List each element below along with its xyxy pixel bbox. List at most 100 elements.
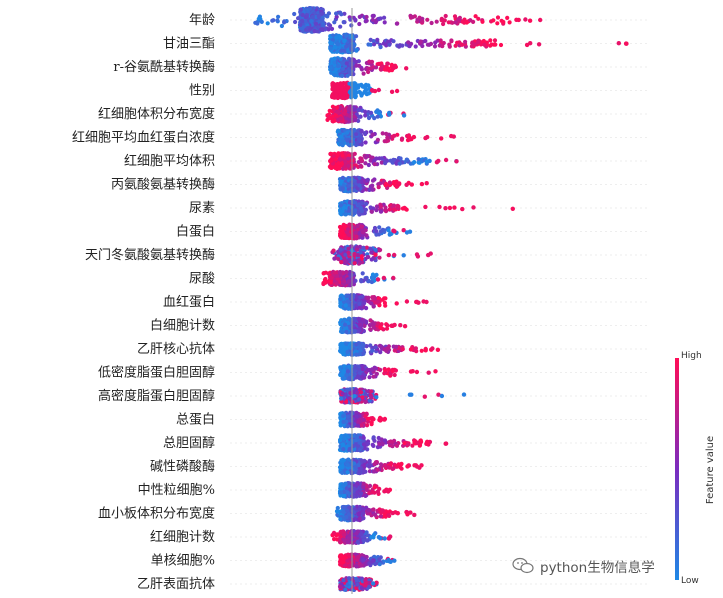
shap-point bbox=[347, 446, 352, 452]
shap-point bbox=[363, 207, 368, 212]
feature-label: 单核细胞% bbox=[151, 554, 215, 569]
shap-point bbox=[383, 161, 388, 166]
shap-point bbox=[313, 21, 319, 26]
shap-point bbox=[356, 419, 361, 424]
shap-point bbox=[369, 209, 374, 214]
shap-point bbox=[360, 366, 365, 371]
shap-point bbox=[365, 423, 370, 428]
shap-point bbox=[436, 158, 441, 164]
shap-point bbox=[345, 299, 350, 304]
shap-point bbox=[370, 272, 376, 277]
feature-label: 性别 bbox=[189, 84, 215, 99]
shap-point bbox=[338, 34, 343, 40]
shap-point bbox=[319, 27, 324, 32]
shap-point bbox=[439, 393, 445, 399]
shap-point bbox=[437, 204, 442, 210]
shap-point bbox=[345, 183, 351, 189]
shap-point bbox=[361, 319, 366, 324]
shap-point bbox=[450, 20, 455, 25]
shap-point bbox=[410, 15, 415, 20]
shap-point bbox=[392, 372, 397, 378]
shap-point bbox=[357, 397, 362, 402]
shap-point bbox=[356, 137, 361, 142]
shap-point bbox=[449, 38, 454, 43]
shap-point bbox=[344, 329, 349, 334]
shap-point bbox=[341, 413, 346, 419]
shap-point bbox=[307, 27, 312, 32]
shap-point bbox=[340, 391, 345, 396]
shap-point bbox=[341, 368, 346, 373]
shap-point bbox=[344, 95, 349, 100]
shap-point bbox=[361, 71, 366, 76]
shap-point bbox=[354, 48, 359, 53]
shap-point bbox=[398, 323, 403, 328]
shap-point bbox=[333, 92, 339, 97]
shap-point bbox=[524, 42, 530, 48]
shap-point bbox=[342, 317, 347, 322]
shap-point bbox=[359, 156, 364, 161]
shap-point bbox=[353, 230, 358, 235]
shap-point bbox=[375, 114, 380, 119]
shap-point bbox=[339, 85, 344, 90]
shap-point bbox=[408, 369, 414, 374]
shap-point bbox=[346, 227, 351, 232]
shap-point bbox=[341, 279, 347, 284]
shap-point bbox=[372, 438, 377, 443]
shap-point bbox=[282, 20, 287, 25]
shap-point bbox=[406, 134, 411, 139]
shap-point bbox=[363, 399, 368, 405]
shap-point bbox=[335, 273, 340, 278]
shap-point bbox=[387, 180, 392, 185]
shap-point bbox=[334, 11, 339, 16]
shap-point bbox=[414, 299, 420, 305]
shap-point bbox=[330, 81, 335, 86]
shap-point bbox=[343, 303, 348, 308]
shap-point bbox=[470, 41, 475, 46]
shap-point bbox=[375, 137, 380, 142]
shap-point bbox=[332, 107, 337, 112]
shap-point bbox=[341, 20, 346, 25]
shap-point bbox=[365, 441, 371, 446]
feature-label: 红细胞平均体积 bbox=[124, 153, 215, 169]
shap-point bbox=[332, 73, 337, 78]
shap-point bbox=[361, 245, 366, 250]
shap-point bbox=[416, 157, 421, 162]
shap-point bbox=[334, 105, 340, 110]
shap-point bbox=[355, 186, 360, 191]
shap-point bbox=[456, 17, 461, 22]
shap-point bbox=[352, 86, 357, 91]
shap-point bbox=[398, 156, 403, 161]
shap-point bbox=[397, 44, 402, 49]
shap-point bbox=[343, 212, 348, 217]
shap-point bbox=[423, 38, 428, 44]
shap-point bbox=[345, 414, 350, 419]
shap-point bbox=[427, 158, 432, 164]
shap-point bbox=[392, 207, 397, 212]
shap-point bbox=[425, 17, 430, 22]
shap-point bbox=[363, 82, 369, 87]
shap-point bbox=[355, 224, 360, 229]
shap-point bbox=[374, 156, 379, 161]
feature-label: 白细胞计数 bbox=[150, 318, 215, 334]
shap-point bbox=[527, 18, 533, 23]
shap-point bbox=[356, 128, 361, 133]
feature-label: 红细胞计数 bbox=[150, 529, 215, 545]
shap-point bbox=[371, 13, 376, 18]
shap-point bbox=[340, 61, 345, 66]
shap-point bbox=[334, 35, 339, 40]
shap-point bbox=[374, 229, 379, 234]
shap-point bbox=[385, 135, 390, 140]
shap-point bbox=[414, 369, 420, 375]
shap-point bbox=[256, 16, 261, 21]
shap-point bbox=[345, 424, 350, 429]
shap-point bbox=[352, 261, 357, 266]
shap-point bbox=[379, 160, 384, 165]
shap-point bbox=[340, 143, 345, 148]
shap-point bbox=[334, 14, 339, 19]
shap-point bbox=[495, 21, 500, 26]
shap-point bbox=[488, 38, 493, 43]
shap-point bbox=[331, 248, 336, 253]
shap-point bbox=[350, 411, 355, 416]
shap-point bbox=[347, 43, 352, 48]
